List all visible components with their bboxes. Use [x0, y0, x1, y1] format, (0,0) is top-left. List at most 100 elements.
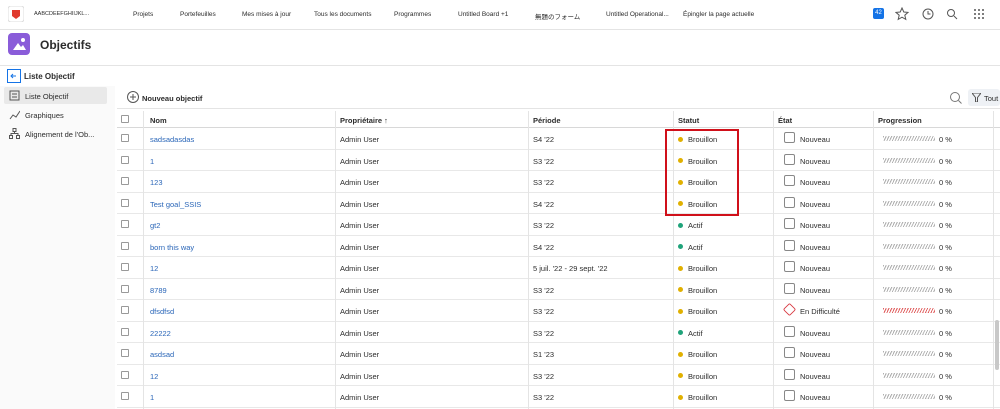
- row-checkbox[interactable]: [121, 263, 129, 271]
- sidebar-item[interactable]: Alignement de l'Ob...: [4, 125, 107, 142]
- status-dot: [678, 394, 683, 400]
- objectives-icon: [8, 33, 30, 55]
- search-icon[interactable]: [949, 91, 963, 105]
- state-icon: [784, 368, 795, 380]
- row-checkbox[interactable]: [121, 370, 129, 379]
- column-separator: [993, 111, 994, 409]
- sidebar-item[interactable]: Liste Objectif: [4, 87, 107, 104]
- period: S3 '22: [533, 371, 555, 381]
- row-checkbox[interactable]: [121, 155, 129, 164]
- progress: 0 %: [939, 178, 952, 187]
- progress-bar: [883, 308, 935, 313]
- nav-item[interactable]: Épingler la page actuelle: [683, 11, 755, 18]
- status: Actif: [688, 221, 703, 230]
- period: S4 '22: [533, 199, 555, 209]
- state-icon: [784, 132, 795, 143]
- goal-name[interactable]: gt2: [150, 221, 161, 230]
- progress: 0 %: [939, 371, 952, 381]
- nav-item[interactable]: Projets: [133, 11, 154, 18]
- nav-item[interactable]: Tous les documents: [314, 11, 372, 18]
- goal-name[interactable]: 123: [150, 178, 163, 187]
- column-header[interactable]: État: [778, 116, 793, 125]
- state-icon: [782, 302, 797, 317]
- status: Brouillon: [688, 371, 718, 381]
- period: S3 '22: [533, 285, 555, 295]
- nav-item[interactable]: AABCDEEFGHIIJKL...: [34, 11, 90, 17]
- status: Brouillon: [688, 178, 718, 187]
- row-checkbox[interactable]: [121, 284, 129, 293]
- row-checkbox[interactable]: [121, 392, 129, 400]
- progress-bar: [883, 351, 935, 356]
- goal-name[interactable]: dfsdfsd: [150, 307, 175, 316]
- nav-item[interactable]: 無題のフォーム: [535, 14, 581, 21]
- progress-bar: [883, 179, 935, 184]
- row-checkbox[interactable]: [121, 220, 129, 228]
- period: S3 '22: [533, 156, 555, 166]
- column-header[interactable]: Statut: [678, 116, 700, 125]
- state-icon: [784, 175, 795, 186]
- column-header[interactable]: Période: [533, 116, 561, 125]
- nav-item[interactable]: Untitled Board +1: [458, 11, 509, 18]
- state-icon: [784, 153, 795, 165]
- goal-name[interactable]: 8789: [150, 285, 167, 295]
- column-header[interactable]: Propriétaire ↑: [340, 116, 388, 125]
- badge[interactable]: 42: [873, 8, 884, 19]
- collapse-icon[interactable]: [7, 69, 21, 83]
- owner: Admin User: [340, 307, 380, 316]
- table-row: 1 Admin User S3 '22 Brouillon Nouveau 0 %: [117, 386, 1000, 408]
- state: Nouveau: [800, 371, 831, 381]
- nav-icons: [895, 7, 984, 21]
- column-header[interactable]: Progression: [878, 116, 922, 125]
- nav-item[interactable]: Portefeuilles: [180, 11, 216, 18]
- goal-name[interactable]: 12: [150, 264, 159, 273]
- row-checkbox[interactable]: [121, 241, 129, 250]
- status-dot: [678, 158, 683, 163]
- status-dot: [678, 222, 683, 228]
- progress: 0 %: [939, 156, 952, 166]
- state: En Difficulté: [800, 307, 840, 316]
- column-separator: [773, 111, 774, 409]
- goal-name[interactable]: asdsad: [150, 350, 175, 359]
- status: Actif: [688, 242, 703, 252]
- goal-name[interactable]: born this way: [150, 242, 195, 252]
- row-checkbox[interactable]: [121, 198, 129, 207]
- goal-name[interactable]: sadsadasdas: [150, 135, 195, 144]
- progress-bar: [883, 372, 935, 378]
- header-checkbox[interactable]: [121, 115, 129, 123]
- nav-item[interactable]: Mes mises à jour: [242, 11, 292, 18]
- status: Brouillon: [688, 393, 718, 402]
- period: S1 '23: [533, 350, 555, 359]
- nav-item[interactable]: Programmes: [394, 11, 432, 18]
- filter-button[interactable]: Tout: [968, 89, 1000, 106]
- status: Brouillon: [688, 307, 718, 316]
- row-checkbox[interactable]: [121, 134, 129, 142]
- state: Nouveau: [800, 199, 831, 209]
- nav-item[interactable]: Untitled Operational...: [606, 11, 669, 18]
- status: Brouillon: [688, 350, 718, 359]
- goal-name[interactable]: 22222: [150, 328, 171, 338]
- sidebar-icon: [9, 110, 20, 120]
- owner: Admin User: [340, 221, 380, 230]
- new-objective-button[interactable]: Nouveau objectif: [142, 94, 203, 103]
- sidebar-item[interactable]: Graphiques: [4, 106, 107, 123]
- table-row: 1 Admin User S3 '22 Brouillon Nouveau 0 %: [117, 150, 1000, 171]
- progress: 0 %: [939, 350, 952, 359]
- row-checkbox[interactable]: [121, 327, 129, 336]
- progress: 0 %: [939, 285, 952, 295]
- row-checkbox[interactable]: [121, 349, 129, 357]
- goal-name[interactable]: 1: [150, 156, 155, 166]
- owner: Admin User: [340, 135, 380, 144]
- state-icon: [784, 325, 795, 337]
- table-row: gt2 Admin User S3 '22 Actif Nouveau 0 %: [117, 214, 1000, 236]
- column-header[interactable]: Nom: [150, 116, 167, 125]
- row-checkbox[interactable]: [121, 306, 129, 314]
- period: S4 '22: [533, 242, 555, 252]
- state: Nouveau: [800, 350, 831, 359]
- table: Nom Propriétaire ↑ Période Statut État Progre…: [117, 111, 1000, 409]
- goal-name[interactable]: 1: [150, 393, 155, 402]
- progress: 0 %: [939, 135, 952, 144]
- goal-name[interactable]: Test goal_SSIS: [150, 199, 202, 209]
- owner: Admin User: [340, 242, 380, 252]
- row-checkbox[interactable]: [121, 177, 129, 185]
- goal-name[interactable]: 12: [150, 371, 159, 381]
